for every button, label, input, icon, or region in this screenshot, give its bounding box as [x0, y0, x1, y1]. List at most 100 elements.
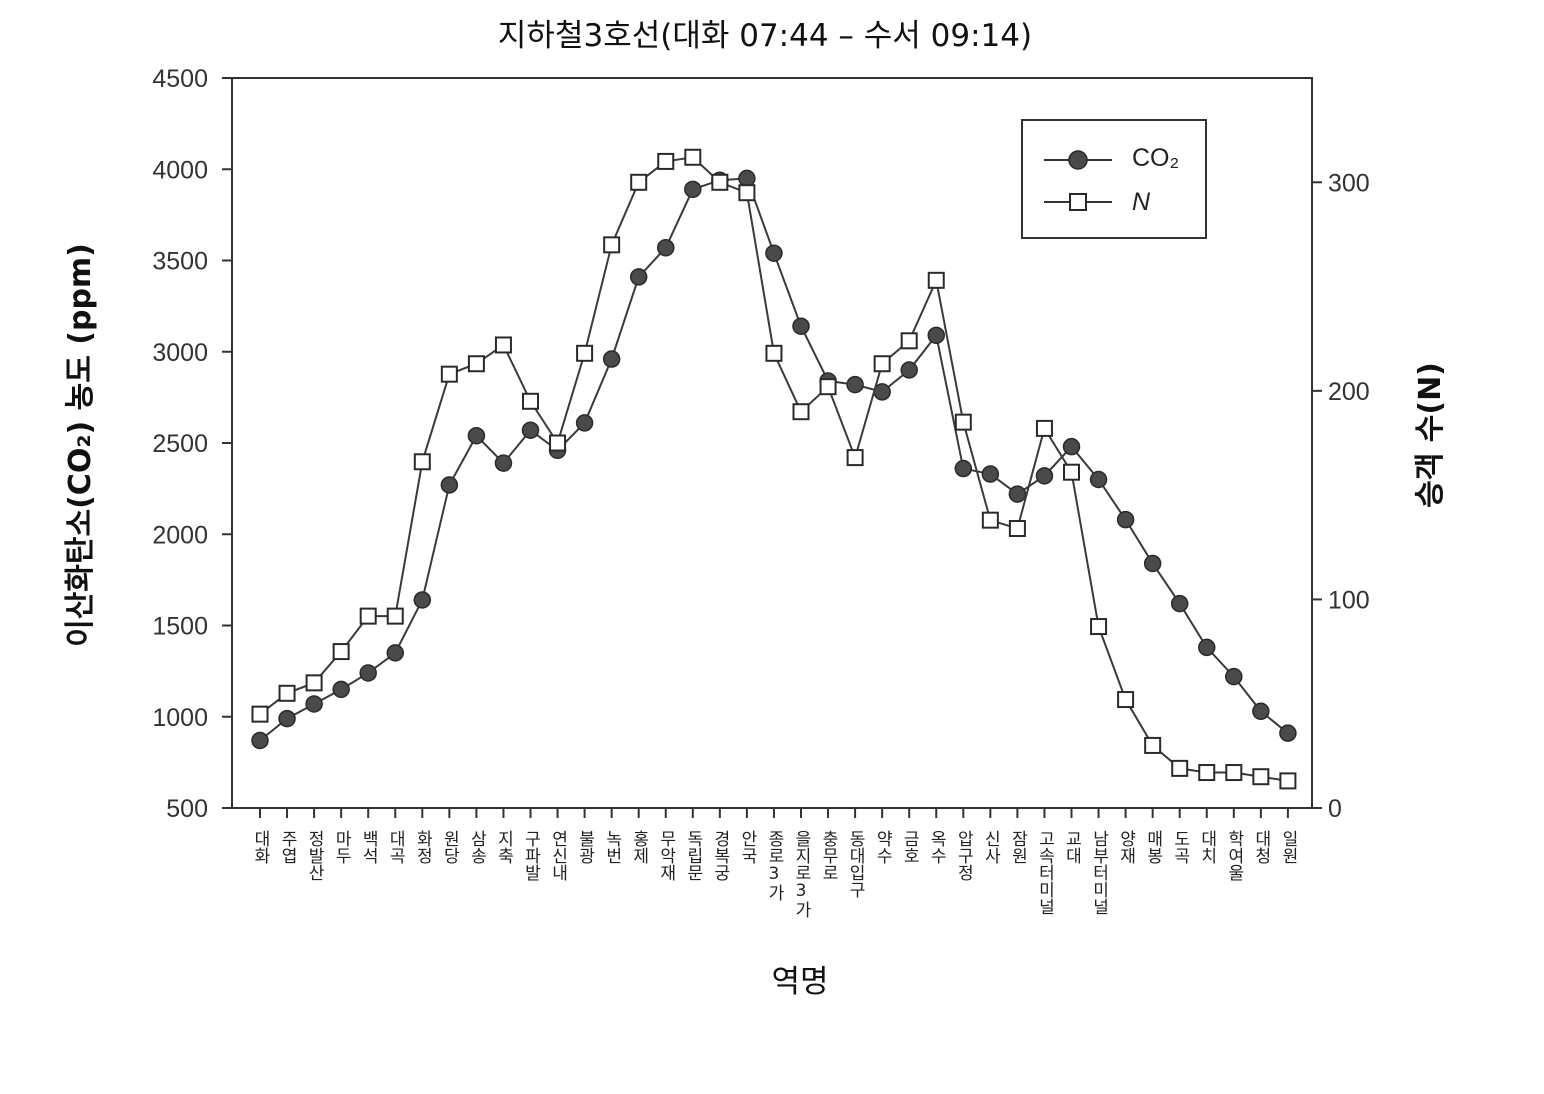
- x-tick-label: 독립문: [683, 830, 703, 881]
- x-tick-label: 주엽: [277, 830, 297, 864]
- n-point: [1198, 764, 1216, 782]
- n-point: [711, 173, 729, 191]
- n-point: [1063, 463, 1080, 481]
- n-point: [494, 336, 512, 354]
- chart-title: 지하철3호선(대화 07:44 – 수서 09:14): [498, 18, 1032, 54]
- co2-point: [332, 680, 350, 699]
- x-tick-label: 금호: [899, 830, 919, 864]
- n-point: [1008, 520, 1026, 538]
- co2-point: [1198, 638, 1216, 657]
- co2-point: [629, 268, 648, 286]
- n-point: [1144, 736, 1162, 754]
- y-tick-label: 1500: [152, 613, 208, 641]
- x-tick-label: 녹번: [602, 830, 622, 864]
- x-axis-label: 역명: [771, 964, 828, 1000]
- x-tick-label: 삼송: [466, 830, 486, 864]
- x-tick-label: 대치: [1197, 830, 1217, 864]
- n-point: [927, 271, 945, 289]
- n-point: [684, 148, 702, 166]
- y-tick-label: 2500: [152, 430, 208, 458]
- n-point: [873, 355, 891, 373]
- n-point: [603, 236, 621, 254]
- n-point: [738, 184, 756, 202]
- x-tick-label: 약수: [872, 830, 892, 864]
- n-point: [819, 378, 837, 396]
- n-point: [467, 355, 485, 373]
- co2-point: [765, 244, 783, 262]
- n-point: [440, 365, 458, 383]
- legend-marker-n: [1069, 193, 1087, 211]
- n-point: [1171, 759, 1189, 777]
- x-tick-label: 매봉: [1143, 830, 1163, 864]
- co2-point: [494, 454, 513, 472]
- x-tick-label: 대화: [250, 830, 270, 864]
- y-tick-label: 3000: [152, 339, 208, 367]
- co2-point: [386, 644, 404, 662]
- n-point: [359, 607, 377, 625]
- co2-point: [602, 350, 621, 368]
- x-tick-label: 잠원: [1007, 830, 1027, 864]
- y2-tick-label: 300: [1328, 169, 1370, 197]
- n-point: [278, 684, 296, 702]
- plot-area: 500 1000 1500 2000 2500 3000 3500 4000 4500 0 100 2…: [152, 65, 1369, 918]
- x-tick-label: 경복궁: [710, 830, 730, 881]
- x-tick-label: 도곡: [1170, 830, 1190, 864]
- n-point: [251, 705, 269, 723]
- co2-point: [657, 238, 675, 257]
- n-point: [630, 173, 648, 191]
- co2-point: [1170, 594, 1189, 613]
- legend-label-n: N: [1132, 188, 1151, 216]
- co2-point: [1143, 554, 1162, 573]
- x-tick-label: 불광: [575, 830, 595, 864]
- x-tick-label: 동대입구: [845, 830, 865, 898]
- x-tick-label: 백석: [358, 830, 378, 864]
- y2-tick-label: 0: [1328, 795, 1342, 823]
- x-tick-label: 옥수: [926, 830, 946, 864]
- y-tick-label: 4000: [152, 156, 208, 184]
- y-tick-label: 500: [166, 795, 208, 823]
- n-point: [1090, 618, 1108, 636]
- y-tick-label: 1000: [152, 704, 208, 732]
- x-tick-label: 신사: [980, 830, 1000, 864]
- co2-point: [521, 421, 540, 439]
- n-point: [576, 344, 594, 362]
- n-point: [657, 152, 675, 170]
- n-point: [386, 607, 404, 625]
- x-tick-label: 을지로3가: [791, 830, 811, 918]
- x-tick-label: 일원: [1278, 830, 1298, 864]
- n-point: [1252, 768, 1270, 786]
- co2-point: [738, 169, 756, 188]
- n-point: [332, 643, 350, 661]
- x-tick-label: 고속터미널: [1034, 830, 1054, 915]
- n-point: [549, 434, 567, 452]
- co2-point: [413, 591, 432, 609]
- x-tick-label: 구파발: [521, 830, 541, 881]
- co2-point: [981, 465, 1000, 483]
- x-tick-label: 홍제: [629, 830, 649, 864]
- y-tick-label: 3500: [152, 248, 208, 276]
- co2-point: [1116, 510, 1135, 529]
- n-point: [792, 403, 810, 421]
- legend: CO₂ N: [1021, 119, 1207, 239]
- n-point: [1279, 772, 1297, 790]
- n-point: [305, 674, 323, 692]
- n-point: [765, 344, 783, 362]
- x-tick-label: 안국: [737, 830, 757, 864]
- co2-point: [792, 317, 810, 335]
- n-point: [1035, 419, 1053, 437]
- x-tick-label: 원당: [439, 830, 459, 864]
- co2-point: [278, 709, 296, 728]
- x-tick-label: 종로3가: [764, 830, 784, 901]
- legend-label-co2: CO₂: [1132, 144, 1179, 172]
- x-tick-label: 연신내: [548, 830, 568, 881]
- co2-point: [1089, 470, 1108, 489]
- n-point: [954, 413, 972, 431]
- y2-tick-label: 200: [1328, 378, 1370, 406]
- co2-point: [575, 414, 594, 432]
- x-tick-label: 무악재: [656, 830, 676, 881]
- co2-point: [954, 459, 973, 478]
- x-tick-label: 학여울: [1224, 830, 1244, 881]
- co2-point: [927, 326, 945, 345]
- co2-point: [467, 426, 486, 445]
- legend-marker-co2: [1068, 150, 1088, 170]
